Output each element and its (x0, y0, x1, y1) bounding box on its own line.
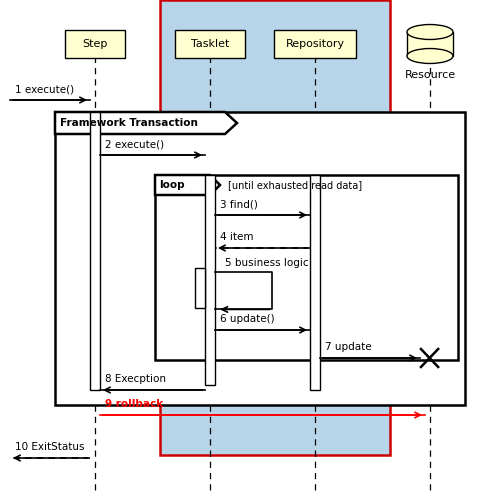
Bar (310, 175, 320, 390)
Text: 4 item: 4 item (220, 232, 253, 242)
Text: Framework Transaction: Framework Transaction (60, 118, 198, 128)
Text: 3 find(): 3 find() (220, 199, 258, 209)
Text: 10 ExitStatus: 10 ExitStatus (15, 442, 85, 452)
Text: loop: loop (159, 180, 185, 190)
Bar (195, 268, 205, 308)
Bar (90, 112, 100, 390)
Polygon shape (55, 112, 237, 134)
Bar (65, 30, 125, 58)
Bar (407, 32, 453, 56)
Text: Step: Step (82, 39, 108, 49)
Bar (175, 30, 245, 58)
Text: Repository: Repository (285, 39, 345, 49)
Text: Resource: Resource (404, 70, 456, 80)
Text: 2 execute(): 2 execute() (105, 139, 164, 149)
Bar (160, 0, 390, 455)
Bar (274, 30, 356, 58)
Text: 9 rollback: 9 rollback (105, 399, 163, 409)
Ellipse shape (407, 48, 453, 63)
Text: 8 Execption: 8 Execption (105, 374, 166, 384)
Bar (155, 175, 458, 360)
Ellipse shape (407, 24, 453, 39)
Text: 6 update(): 6 update() (220, 314, 275, 324)
Text: 5 business logic: 5 business logic (225, 258, 309, 268)
Bar (205, 175, 215, 385)
Text: 1 execute(): 1 execute() (15, 84, 74, 94)
Text: Tasklet: Tasklet (191, 39, 229, 49)
Text: 7 update: 7 update (325, 342, 371, 352)
Bar (55, 112, 465, 405)
Text: [until exhausted read data]: [until exhausted read data] (228, 180, 362, 190)
Polygon shape (155, 175, 220, 195)
